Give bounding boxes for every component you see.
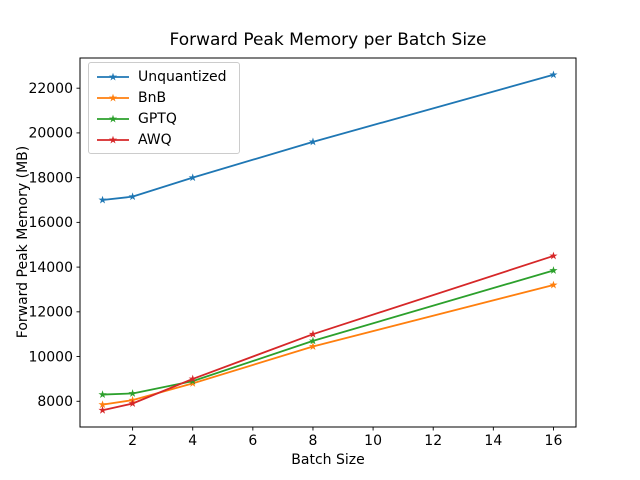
legend-sample-marker bbox=[108, 93, 118, 101]
legend-item-label: Unquantized bbox=[138, 68, 227, 85]
series-line-bnb bbox=[102, 284, 554, 406]
data-point-marker-unquantized bbox=[188, 173, 197, 182]
legend-sample-marker bbox=[108, 114, 118, 122]
x-tick-label: 12 bbox=[424, 433, 442, 449]
series-line-awq bbox=[102, 255, 554, 412]
y-tick-label: 8000 bbox=[37, 394, 73, 410]
legend-item-awq: AWQ bbox=[96, 129, 227, 150]
plot-frame bbox=[79, 57, 577, 428]
data-point-marker-bnb bbox=[188, 379, 197, 387]
data-point-marker-bnb bbox=[98, 400, 107, 409]
data-point-marker-gptq bbox=[128, 389, 137, 397]
legend-item-label: AWQ bbox=[138, 131, 172, 148]
x-axis-label: Batch Size bbox=[291, 452, 365, 468]
chart-title: Forward Peak Memory per Batch Size bbox=[169, 30, 487, 50]
legend: Unquantized BnB GPTQ AWQ bbox=[88, 62, 240, 154]
data-point-marker-unquantized bbox=[98, 195, 107, 204]
y-tick-label: 22000 bbox=[28, 81, 73, 97]
legend-sample-marker bbox=[108, 72, 118, 80]
x-tick-label: 4 bbox=[188, 433, 197, 449]
data-point-marker-gptq bbox=[98, 390, 107, 399]
legend-item-label: BnB bbox=[138, 89, 167, 106]
y-tick-label: 14000 bbox=[28, 260, 73, 276]
y-tick-label: 20000 bbox=[28, 126, 73, 142]
y-tick-label: 10000 bbox=[28, 349, 73, 365]
legend-item-label: GPTQ bbox=[138, 110, 177, 127]
legend-swatch bbox=[97, 72, 129, 80]
x-tick-label: 6 bbox=[248, 433, 257, 449]
data-point-marker-gptq bbox=[188, 376, 197, 385]
x-tick-label: 10 bbox=[364, 433, 382, 449]
data-point-marker-awq bbox=[98, 405, 107, 414]
legend-swatch bbox=[97, 93, 129, 101]
data-point-marker-unquantized bbox=[128, 192, 137, 201]
data-point-marker-awq bbox=[128, 399, 137, 407]
legend-swatch bbox=[97, 135, 129, 143]
y-axis-label: Forward Peak Memory (MB) bbox=[15, 145, 31, 339]
x-tick-label: 14 bbox=[484, 433, 502, 449]
series-line-gptq bbox=[102, 269, 554, 396]
data-point-marker-unquantized bbox=[549, 70, 558, 79]
legend-item-bnb: BnB bbox=[96, 87, 227, 108]
legend-sample-marker bbox=[108, 135, 118, 143]
data-point-marker-awq bbox=[188, 374, 197, 383]
data-point-marker-bnb bbox=[308, 342, 318, 350]
x-tick-label: 16 bbox=[545, 433, 563, 449]
y-tick-label: 12000 bbox=[28, 305, 73, 321]
x-tick-label: 8 bbox=[309, 433, 318, 449]
x-tick-label: 2 bbox=[128, 433, 137, 449]
data-point-marker-unquantized bbox=[308, 137, 318, 146]
y-tick-label: 18000 bbox=[28, 170, 73, 186]
data-point-marker-awq bbox=[549, 251, 558, 260]
legend-item-unquantized: Unquantized bbox=[96, 66, 227, 87]
legend-swatch bbox=[97, 114, 129, 122]
data-point-marker-bnb bbox=[549, 280, 558, 289]
data-point-marker-awq bbox=[308, 329, 318, 338]
data-point-marker-gptq bbox=[549, 266, 558, 274]
data-point-marker-gptq bbox=[308, 336, 318, 345]
y-tick-label: 16000 bbox=[28, 215, 73, 231]
legend-item-gptq: GPTQ bbox=[96, 108, 227, 129]
